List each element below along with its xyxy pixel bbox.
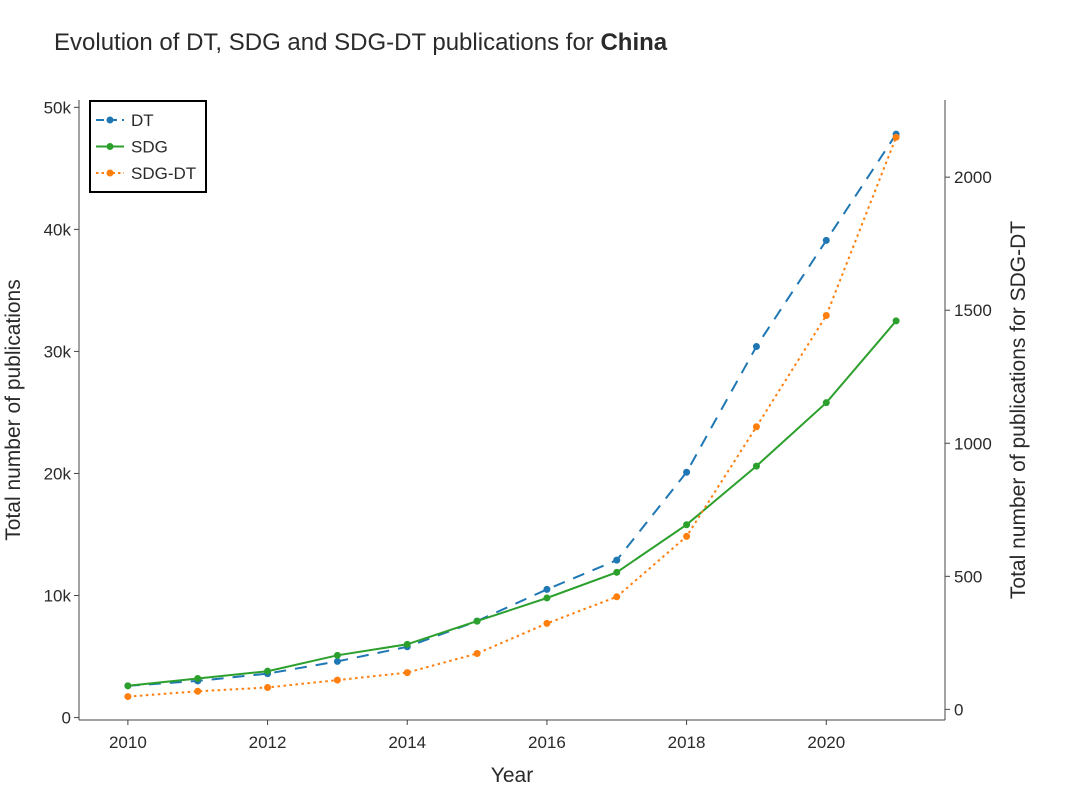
series-line-sdg-dt [127,136,898,698]
data-point-dt [683,468,691,476]
y-tick-label: 0 [62,709,71,728]
data-point-sdg [124,682,132,690]
legend-label-sdg: SDG [131,138,168,157]
x-tick-label: 2010 [109,733,147,752]
right-y-axis-title: Total number of publications for SDG-DT [1007,221,1030,599]
y2-tick-label: 2000 [954,168,992,187]
legend-items: DT SDG SDG-DT [96,111,196,183]
x-tick-label: 2020 [807,733,845,752]
legend-marker-sdg [106,143,114,150]
y-tick-label: 20k [44,464,72,483]
data-point-sdg-dt [403,669,411,677]
y-tick-label: 50k [44,98,72,117]
y2-tick-label: 500 [954,567,982,586]
data-point-sdg [264,667,272,675]
data-point-sdg-dt [264,684,272,692]
legend-marker-dt [106,116,114,124]
y2-tick-label: 1000 [954,434,992,453]
data-point-sdg [822,399,830,407]
data-point-sdg-dt [543,619,551,627]
data-point-sdg-dt [124,693,132,701]
legend-item-sdg: SDG [96,138,168,157]
series-line-sdg [127,320,897,687]
legend-item-sdg-dt: SDG-DT [96,164,196,183]
data-point-sdg-dt [613,593,621,601]
x-tick-label: 2018 [668,733,706,752]
data-point-dt [333,657,341,665]
data-point-sdg [473,617,481,625]
chart-title: Evolution of DT, SDG and SDG-DT publicat… [54,29,668,56]
left-y-axis-title: Total number of publications [2,279,25,541]
data-point-sdg [403,640,411,648]
y-tick-label: 10k [44,587,72,606]
data-point-sdg [892,317,900,325]
data-point-sdg-dt [752,423,760,431]
x-tick-label: 2016 [528,733,566,752]
data-point-dt [543,585,551,593]
data-point-sdg-dt [892,133,900,141]
series-sdg [124,317,900,690]
left-y-axis-ticks: 0 10k 20k 30k 40k 50k [44,98,79,728]
chart-title-text: Evolution of DT, SDG and SDG-DT publicat… [54,29,600,56]
data-point-dt [822,236,830,244]
legend-marker-sdg-dt [106,169,114,177]
data-point-sdg-dt [333,676,341,684]
data-point-sdg-dt [194,687,202,695]
axes [78,100,946,721]
data-point-dt [752,343,760,351]
y2-tick-label: 1500 [954,301,992,320]
x-tick-label: 2014 [388,733,426,752]
data-point-sdg [683,521,691,529]
data-point-sdg [752,462,760,470]
series-sdg-dt [124,133,900,701]
legend-label-sdg-dt: SDG-DT [131,164,196,183]
chart-title-country: China [600,29,667,56]
legend-item-dt: DT [96,111,154,130]
legend-label-dt: DT [131,111,154,130]
data-point-sdg-dt [822,312,830,320]
x-axis-title: Year [491,764,533,787]
data-point-sdg [543,594,551,602]
series-group [124,130,900,701]
y-tick-label: 40k [44,220,72,239]
y2-tick-label: 0 [954,700,963,719]
x-axis-ticks: 2010 2012 2014 2016 2018 2020 [109,720,845,752]
data-point-sdg-dt [473,649,481,657]
series-dt [124,130,900,690]
right-y-axis-ticks: 0 500 1000 1500 2000 [945,168,992,719]
data-point-sdg [194,675,202,683]
y-tick-label: 30k [44,342,72,361]
data-point-sdg-dt [683,532,691,540]
data-point-sdg [613,568,621,576]
series-line-dt [127,133,897,687]
x-tick-label: 2012 [249,733,287,752]
data-point-dt [613,556,621,564]
data-point-sdg [333,651,341,659]
legend: DT SDG SDG-DT [89,100,207,193]
